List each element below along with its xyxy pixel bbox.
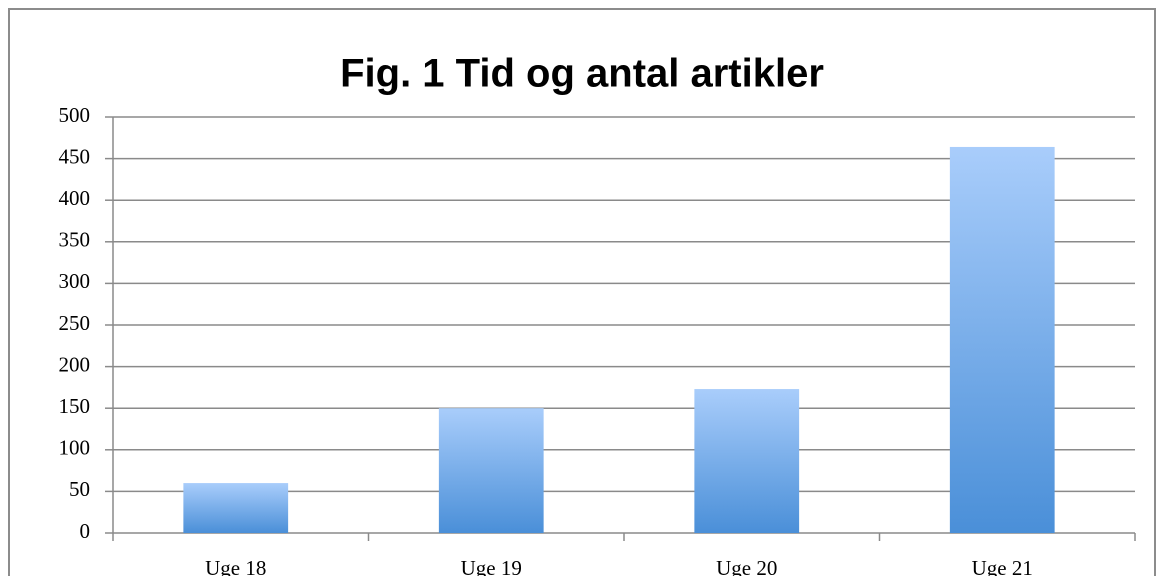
x-tick-label: Uge 18 xyxy=(205,556,266,576)
y-tick-label: 450 xyxy=(59,144,91,168)
y-tick-label: 300 xyxy=(59,269,91,293)
y-tick-label: 50 xyxy=(69,477,90,501)
y-tick-label: 250 xyxy=(59,311,91,335)
y-tick-label: 150 xyxy=(59,394,91,418)
bar xyxy=(438,408,544,533)
bar xyxy=(183,483,289,533)
bar xyxy=(694,389,800,533)
x-tick-label: Uge 19 xyxy=(461,556,522,576)
y-tick-label: 400 xyxy=(59,186,91,210)
y-tick-label: 350 xyxy=(59,228,91,252)
x-tick-label: Uge 21 xyxy=(972,556,1033,576)
y-tick-label: 100 xyxy=(59,436,91,460)
bar xyxy=(949,146,1055,533)
y-tick-label: 200 xyxy=(59,352,91,376)
y-tick-label: 0 xyxy=(80,519,91,543)
y-tick-label: 500 xyxy=(59,103,91,127)
x-tick-label: Uge 20 xyxy=(716,556,777,576)
chart-title: Fig. 1 Tid og antal artikler xyxy=(340,52,824,96)
